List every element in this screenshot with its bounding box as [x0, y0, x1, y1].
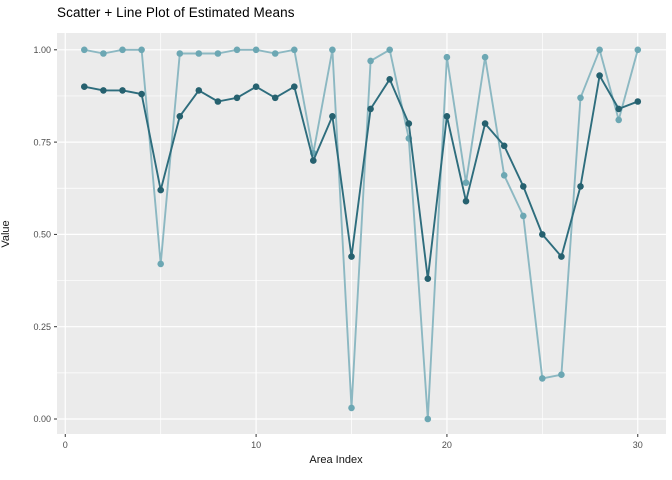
- dark-teal-series-point: [138, 90, 145, 98]
- dark-teal-series-point: [157, 186, 164, 194]
- dark-teal-series-point: [634, 98, 642, 105]
- x-tick-label: 0: [63, 440, 68, 450]
- dark-teal-series-point: [424, 275, 432, 283]
- light-teal-series-point: [424, 415, 432, 423]
- light-teal-series-point: [271, 50, 279, 57]
- dark-teal-series-point: [462, 197, 470, 205]
- dark-teal-series-point: [310, 157, 317, 164]
- dark-teal-series-point: [291, 83, 298, 90]
- dark-teal-series-line: [84, 74, 639, 280]
- dark-teal-series-point: [558, 253, 565, 260]
- light-teal-series-point: [176, 50, 184, 57]
- light-teal-series-point: [100, 50, 107, 57]
- y-tick-label: 0.25: [33, 322, 51, 332]
- light-teal-series-point: [291, 46, 298, 54]
- x-tick-label: 20: [442, 440, 452, 450]
- x-tick-label: 30: [633, 440, 643, 450]
- light-teal-series-point: [481, 53, 489, 61]
- dark-teal-series-point: [348, 253, 355, 260]
- dark-teal-series-point: [176, 113, 184, 120]
- dark-teal-series-point: [520, 183, 527, 190]
- dark-teal-series-point: [443, 113, 451, 120]
- dark-teal-series-point: [405, 120, 413, 127]
- dark-teal-series-point: [214, 98, 222, 105]
- light-teal-series-point: [386, 46, 394, 54]
- light-teal-series-point: [520, 212, 527, 220]
- dark-teal-series-point: [119, 87, 126, 94]
- light-teal-series-point: [138, 46, 145, 54]
- light-teal-series-point: [195, 50, 203, 57]
- light-teal-series-point: [119, 46, 126, 54]
- light-teal-series-point: [252, 46, 260, 54]
- dark-teal-series-point: [81, 83, 88, 90]
- light-teal-series-point: [558, 371, 565, 379]
- dark-teal-series-point: [481, 120, 489, 127]
- dark-teal-series-point: [615, 105, 622, 113]
- dark-teal-series-point: [500, 142, 508, 150]
- light-teal-series-point: [462, 179, 470, 186]
- light-teal-series-point: [443, 53, 451, 61]
- light-teal-series-point: [348, 404, 355, 412]
- light-teal-series-point: [500, 172, 508, 179]
- x-axis-title: Area Index: [309, 454, 363, 466]
- dark-teal-series-point: [271, 94, 279, 102]
- y-axis-title: Value: [0, 220, 12, 248]
- light-teal-series-point: [596, 46, 603, 54]
- dark-teal-series-point: [233, 94, 241, 102]
- light-teal-series-point: [81, 46, 88, 54]
- chart-title: Scatter + Line Plot of Estimated Means: [57, 5, 295, 20]
- light-teal-series-point: [539, 375, 546, 382]
- dark-teal-series-point: [596, 72, 603, 79]
- dark-teal-series-point: [329, 113, 336, 120]
- light-teal-series-point: [157, 260, 164, 268]
- dark-teal-series-point: [367, 105, 374, 113]
- dark-teal-series-point: [539, 231, 546, 238]
- y-tick-label: 0.75: [33, 137, 51, 147]
- light-teal-series-point: [214, 50, 222, 57]
- y-tick-label: 1.00: [33, 45, 51, 55]
- dark-teal-series-point: [386, 76, 394, 83]
- light-teal-series-point: [329, 46, 336, 54]
- dark-teal-series-point: [100, 87, 107, 94]
- y-tick-label: 0.00: [33, 414, 51, 424]
- light-teal-series-point: [367, 57, 374, 65]
- light-teal-series-point: [577, 94, 584, 102]
- dark-teal-series-point: [195, 87, 203, 94]
- light-teal-series-point: [233, 46, 241, 54]
- light-teal-series-point: [615, 116, 622, 124]
- y-tick-label: 0.50: [33, 230, 51, 240]
- x-tick-label: 10: [251, 440, 261, 450]
- light-teal-series-point: [634, 46, 642, 54]
- dark-teal-series-point: [577, 183, 584, 190]
- dark-teal-series-point: [252, 83, 260, 90]
